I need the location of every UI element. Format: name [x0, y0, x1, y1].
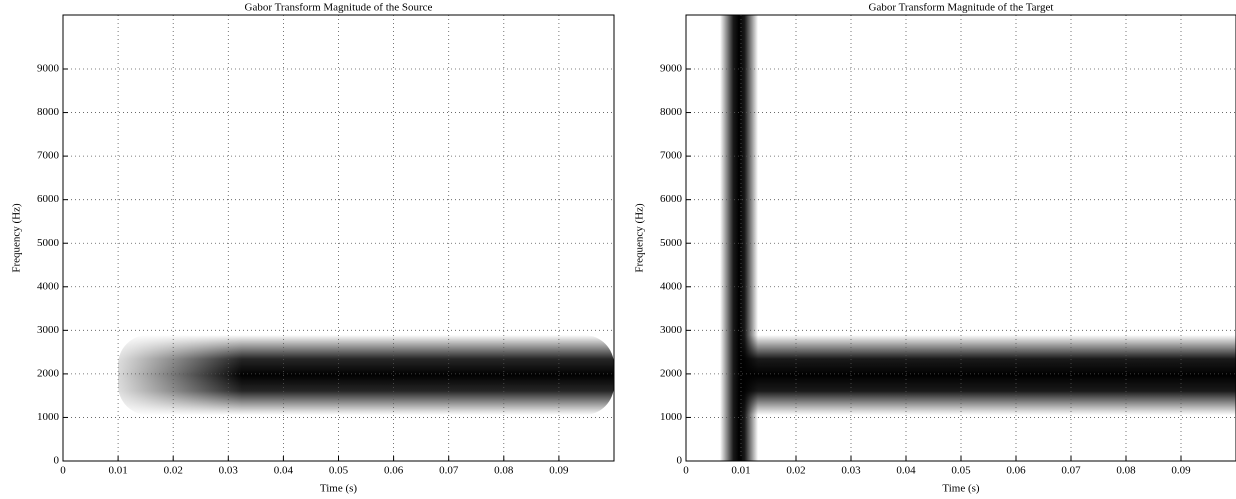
- chart: Gabor Transform Magnitude of the Source T…: [11, 2, 615, 495]
- y-tick-label: 7000: [660, 150, 683, 162]
- x-tick-label: 0.08: [1116, 465, 1136, 477]
- x-tick-label: 0.09: [1171, 465, 1191, 477]
- y-tick-label: 1000: [37, 411, 60, 423]
- chart-title: Gabor Transform Magnitude of the Target: [869, 2, 1054, 14]
- x-tick-label: 0.03: [219, 465, 239, 477]
- spectrogram: [118, 330, 614, 420]
- chart-title: Gabor Transform Magnitude of the Source: [245, 2, 433, 14]
- x-tick-label: 0.05: [329, 465, 349, 477]
- y-axis-label: Frequency (Hz): [634, 203, 646, 273]
- x-tick-label: 0.05: [951, 465, 971, 477]
- y-tick-label: 4000: [37, 280, 60, 292]
- y-tick-label: 5000: [660, 237, 683, 249]
- y-axis-label: Frequency (Hz): [11, 203, 23, 273]
- y-tick-label: 9000: [37, 63, 60, 75]
- x-tick-label: 0.02: [164, 465, 183, 477]
- y-tick-label: 6000: [37, 193, 60, 205]
- x-tick-label: 0.07: [439, 465, 459, 477]
- x-tick-label: 0.09: [549, 465, 569, 477]
- x-tick-label: 0.06: [384, 465, 404, 477]
- y-tick-label: 4000: [660, 280, 683, 292]
- y-tick-label: 6000: [660, 193, 683, 205]
- spectrogram: [720, 15, 1236, 461]
- y-tick-label: 1000: [660, 411, 683, 423]
- x-tick-label: 0.07: [1061, 465, 1081, 477]
- x-tick-label: 0.06: [1006, 465, 1026, 477]
- x-tick-label: 0: [60, 465, 66, 477]
- x-axis-label: Time (s): [942, 483, 980, 495]
- x-tick-label: 0.01: [731, 465, 750, 477]
- y-tick-label: 8000: [37, 106, 60, 118]
- y-tick-label: 0: [54, 455, 60, 467]
- y-tick-label: 2000: [37, 367, 60, 379]
- y-tick-label: 3000: [37, 324, 60, 336]
- y-tick-label: 3000: [660, 324, 683, 336]
- y-tick-label: 7000: [37, 150, 60, 162]
- plot-frame: [62, 14, 615, 462]
- plot-frame: [685, 14, 1236, 462]
- x-tick-label: 0.04: [896, 465, 916, 477]
- x-tick-label: 0.08: [494, 465, 514, 477]
- x-tick-label: 0.01: [108, 465, 127, 477]
- y-tick-label: 8000: [660, 106, 683, 118]
- x-tick-label: 0.04: [274, 465, 294, 477]
- chart: Gabor Transform Magnitude of the Target T…: [634, 2, 1236, 495]
- y-tick-label: 5000: [37, 237, 60, 249]
- y-tick-label: 9000: [660, 63, 683, 75]
- x-tick-label: 0: [683, 465, 689, 477]
- x-tick-label: 0.02: [786, 465, 805, 477]
- x-axis-label: Time (s): [320, 483, 358, 495]
- x-tick-label: 0.03: [841, 465, 861, 477]
- y-tick-label: 0: [677, 455, 683, 467]
- y-tick-label: 2000: [660, 367, 683, 379]
